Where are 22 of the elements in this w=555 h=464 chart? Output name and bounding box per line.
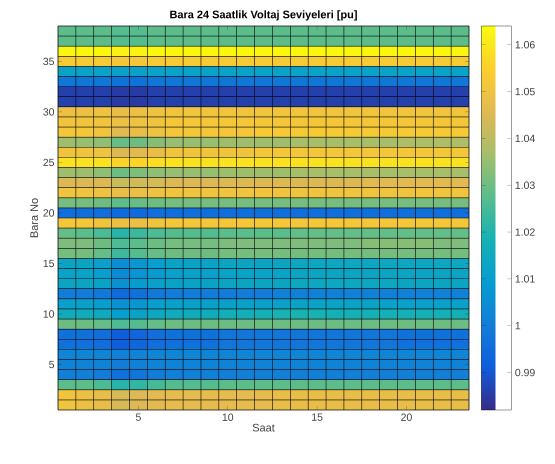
x-axis-title: Saat (252, 424, 275, 432)
color-bar-label: 1.04 (516, 134, 535, 142)
x-tick-label: 5 (136, 414, 141, 421)
color-bar-label: 1.03 (516, 182, 535, 189)
color-bar-label: 1.01 (516, 275, 535, 283)
y-tick-label: 15 (44, 260, 54, 268)
y-tick-label: 35 (43, 58, 54, 66)
color-bar-label: 1.05 (516, 88, 535, 96)
color-bar-label: 1.02 (516, 228, 535, 236)
y-tick-label: 5 (49, 360, 54, 368)
color-bar-label: 1.06 (516, 41, 535, 48)
chart-title: Bara 24 Saatlik Voltaj Seviyeleri [pu] (170, 10, 357, 20)
y-tick-label: 10 (44, 310, 54, 318)
color-bar-label: 1 (516, 322, 520, 330)
y-tick-label: 25 (43, 158, 54, 166)
y-axis-title: Bara No (30, 198, 38, 238)
y-tick-label: 20 (43, 209, 54, 217)
x-tick-label: 20 (401, 414, 412, 421)
y-tick-label: 30 (43, 108, 54, 116)
color-bar-label: 0.99 (515, 368, 535, 376)
x-tick-label: 10 (222, 414, 234, 421)
x-tick-label: 15 (312, 414, 322, 421)
